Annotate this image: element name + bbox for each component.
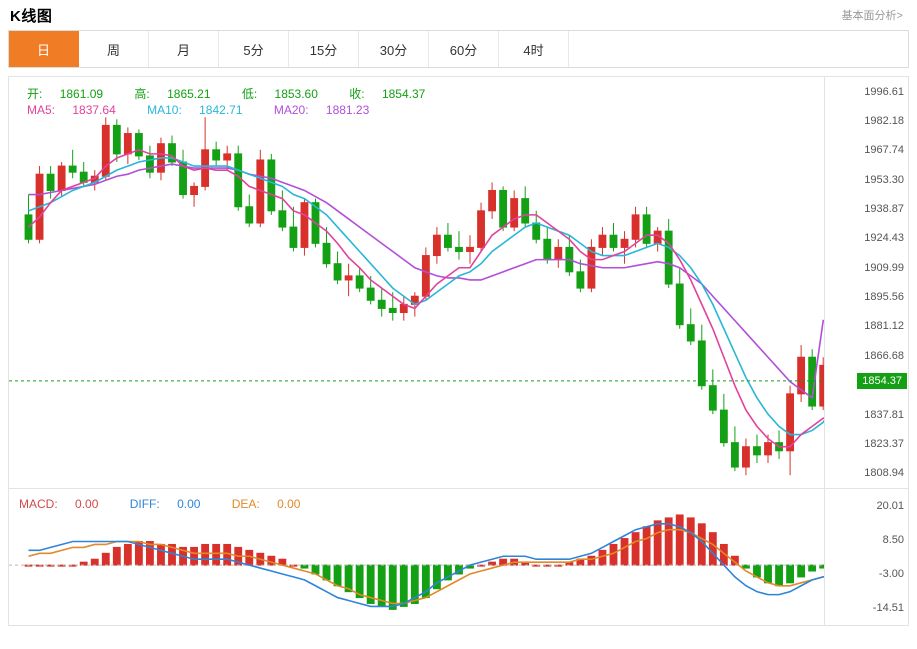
price-axis-label: 1866.68	[864, 349, 904, 362]
tab-label: 月	[176, 42, 190, 58]
period-tabbar: 日 周 月 5分 15分 30分 60分 4时	[8, 30, 909, 68]
tab-label: 60分	[449, 42, 478, 58]
macd-axis: 20.01 8.50 -3.00 -14.51	[824, 489, 908, 625]
dea-label: DEA:	[231, 497, 260, 511]
tab-label: 周	[106, 42, 120, 58]
price-axis-label: 1938.87	[864, 203, 904, 216]
macd-panel[interactable]: MACD: 0.00 DIFF: 0.00 DEA: 0.00 20.01 8.5…	[8, 488, 909, 626]
price-axis-label: 1967.74	[864, 144, 904, 157]
price-axis-label: 1823.37	[864, 437, 904, 450]
chart-container: 开: 1861.09 高: 1865.21 低: 1853.60 收: 1854…	[8, 76, 909, 626]
tab-7[interactable]: 4时	[499, 31, 569, 67]
tab-label: 15分	[309, 42, 338, 58]
macd-plot	[9, 489, 824, 625]
price-axis-label: 1982.18	[864, 114, 904, 127]
price-axis-label: 1837.81	[864, 408, 904, 421]
macd-value: 0.00	[75, 497, 99, 511]
diff-value: 0.00	[177, 497, 201, 511]
tab-2[interactable]: 月	[149, 31, 219, 67]
macd-axis-label: 20.01	[876, 500, 904, 513]
price-axis-label: 1996.61	[864, 85, 904, 98]
tabbar-filler	[569, 31, 908, 67]
macd-label: MACD:	[19, 497, 58, 511]
macd-axis-label: -14.51	[872, 601, 904, 614]
candlestick-plot	[9, 77, 824, 488]
tab-6[interactable]: 60分	[429, 31, 499, 67]
tab-label: 30分	[379, 42, 408, 58]
price-axis: 1996.61 1982.18 1967.74 1953.30 1938.87 1924.…	[824, 77, 908, 488]
tab-1[interactable]: 周	[79, 31, 149, 67]
page-title: K线图	[10, 7, 53, 25]
macd-axis-label: 8.50	[882, 534, 904, 547]
macd-axis-label: -3.00	[878, 567, 904, 580]
price-axis-label: 1953.30	[864, 173, 904, 186]
price-axis-label: 1881.12	[864, 320, 904, 333]
price-axis-label: 1924.43	[864, 232, 904, 245]
price-axis-label: 1808.94	[864, 467, 904, 480]
price-axis-label: 1895.56	[864, 291, 904, 304]
candlestick-panel[interactable]: 开: 1861.09 高: 1865.21 低: 1853.60 收: 1854…	[8, 76, 909, 489]
macd-legend: MACD: 0.00 DIFF: 0.00 DEA: 0.00	[19, 497, 328, 511]
tab-5[interactable]: 30分	[359, 31, 429, 67]
current-price-flag: 1854.37	[857, 372, 907, 389]
tab-label: 5分	[243, 42, 264, 58]
tab-0[interactable]: 日	[9, 31, 79, 67]
fundamental-analysis-link[interactable]: 基本面分析>	[841, 10, 903, 22]
diff-label: DIFF:	[129, 497, 160, 511]
dea-value: 0.00	[277, 497, 301, 511]
tab-label: 日	[36, 42, 50, 58]
tab-label: 4时	[523, 42, 544, 58]
price-axis-label: 1909.99	[864, 261, 904, 274]
tab-4[interactable]: 15分	[289, 31, 359, 67]
page-header: K线图 基本面分析>	[0, 0, 917, 30]
tab-3[interactable]: 5分	[219, 31, 289, 67]
